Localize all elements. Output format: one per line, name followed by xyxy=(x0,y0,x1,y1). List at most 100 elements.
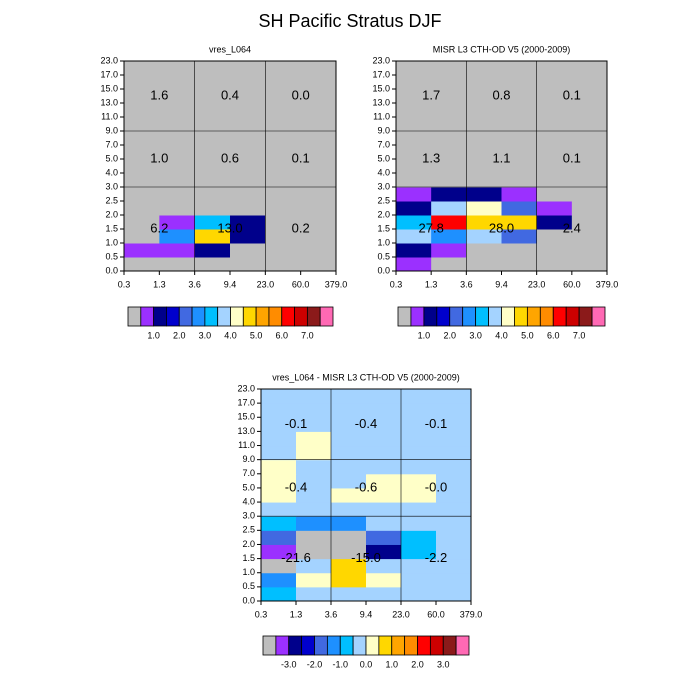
y-tick-label: 13.0 xyxy=(372,97,390,107)
y-tick-label: 11.0 xyxy=(238,440,255,450)
y-tick-label: 2.5 xyxy=(377,195,390,205)
cell xyxy=(466,131,502,146)
y-tick-label: 13.0 xyxy=(237,426,255,436)
x-tick-label: 23.0 xyxy=(392,609,410,619)
cell xyxy=(431,145,467,160)
y-tick-label: 7.0 xyxy=(242,468,255,478)
colorbar-label: 5.0 xyxy=(521,330,534,340)
cell xyxy=(366,473,402,489)
y-tick-label: 23.0 xyxy=(237,383,255,393)
y-tick-label: 23.0 xyxy=(372,55,390,65)
cell xyxy=(300,201,337,216)
colorbar-box xyxy=(294,306,308,327)
cell xyxy=(366,431,402,447)
block-value: 28.0 xyxy=(489,220,514,235)
cell xyxy=(300,145,337,160)
cell xyxy=(466,187,502,202)
cell xyxy=(194,103,231,118)
cell xyxy=(366,445,402,461)
cell xyxy=(194,229,231,244)
cell xyxy=(396,187,432,202)
cell xyxy=(536,131,573,146)
cell xyxy=(194,257,231,272)
x-tick-label: 3.6 xyxy=(188,279,201,289)
y-tick-label: 1.0 xyxy=(377,237,390,247)
colorbar-box xyxy=(397,306,412,327)
cell xyxy=(331,516,367,531)
cell xyxy=(261,530,297,545)
colorbar-label: 3.0 xyxy=(199,330,212,340)
cell xyxy=(300,187,337,202)
colorbar-box xyxy=(127,306,142,327)
cell xyxy=(194,159,231,174)
block-value: -21.6 xyxy=(281,550,311,565)
cell xyxy=(159,159,196,174)
cell xyxy=(571,117,608,132)
cell xyxy=(300,103,337,118)
colorbar-box xyxy=(178,306,193,327)
cell xyxy=(536,229,573,244)
cell xyxy=(230,103,266,118)
cell xyxy=(300,257,337,272)
cell xyxy=(571,159,608,174)
cell xyxy=(436,445,472,461)
cell xyxy=(331,530,367,545)
cell xyxy=(124,201,160,216)
cell xyxy=(159,187,196,202)
block-value: 1.6 xyxy=(150,87,168,102)
cell xyxy=(501,229,538,244)
block-value: 1.1 xyxy=(492,150,510,165)
cell xyxy=(261,544,297,560)
cell xyxy=(571,173,608,188)
cell xyxy=(331,487,367,503)
y-tick-label: 3.0 xyxy=(242,511,255,521)
cell xyxy=(194,131,231,146)
cell xyxy=(331,572,367,588)
cell xyxy=(296,445,332,461)
cell xyxy=(436,431,472,447)
cell xyxy=(265,187,302,202)
block-value: -0.1 xyxy=(425,416,447,431)
cell xyxy=(401,502,437,517)
cell xyxy=(230,243,266,258)
y-tick-label: 15.0 xyxy=(237,412,255,422)
colorbar-box xyxy=(319,306,334,327)
cell xyxy=(571,187,608,202)
cell xyxy=(296,572,332,588)
cell xyxy=(331,558,367,574)
cell xyxy=(396,103,432,118)
cell xyxy=(300,61,337,76)
colorbar-box xyxy=(436,306,451,327)
cell xyxy=(571,243,608,258)
colorbar-box xyxy=(475,306,489,327)
y-tick-label: 15.0 xyxy=(372,83,390,93)
cell xyxy=(159,145,196,160)
colorbar-box xyxy=(578,306,593,327)
colorbar-label: 5.0 xyxy=(250,330,263,340)
cell xyxy=(466,201,502,216)
colorbar-label: -1.0 xyxy=(332,659,348,669)
x-tick-label: 60.0 xyxy=(292,279,310,289)
x-tick-label: 9.4 xyxy=(224,279,237,289)
cell xyxy=(501,75,538,90)
cell xyxy=(159,229,196,244)
colorbar-label: 7.0 xyxy=(573,330,586,340)
cell xyxy=(159,89,196,104)
cell xyxy=(401,586,437,602)
colorbar-box xyxy=(326,635,341,656)
cell xyxy=(230,257,266,272)
cell xyxy=(331,389,367,404)
cell xyxy=(265,257,302,272)
colorbar-label: 7.0 xyxy=(301,330,314,340)
cell xyxy=(261,516,297,531)
cell xyxy=(536,257,573,272)
cell xyxy=(296,459,332,475)
cell xyxy=(536,117,573,132)
x-tick-label: 23.0 xyxy=(257,279,275,289)
cell xyxy=(124,75,160,90)
cell xyxy=(436,487,472,503)
x-tick-label: 0.3 xyxy=(255,609,268,619)
cell xyxy=(436,389,472,404)
y-tick-label: 1.5 xyxy=(242,553,255,563)
colorbar-box xyxy=(429,635,444,656)
